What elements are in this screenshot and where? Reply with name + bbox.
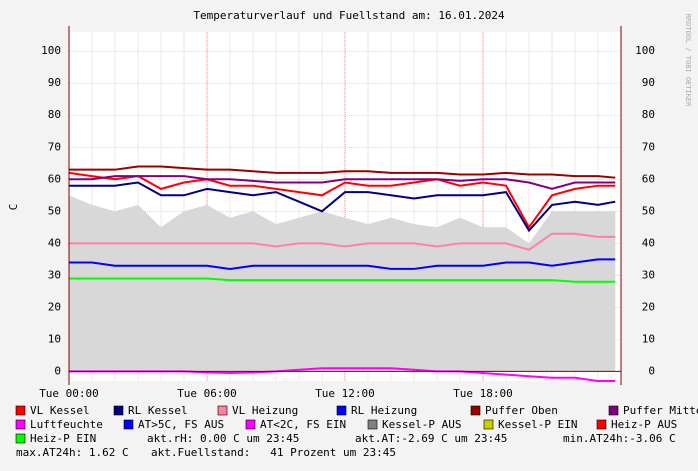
y-tick-label-right: 80 <box>642 108 655 121</box>
y-tick-label: 70 <box>48 140 61 153</box>
legend-swatch <box>245 419 256 430</box>
legend-swatch <box>336 405 347 416</box>
y-tick-label-right: 10 <box>642 332 655 345</box>
y-tick-label-right: 70 <box>642 140 655 153</box>
legend-label: RL Heizung <box>351 404 417 417</box>
line <box>69 277 616 283</box>
legend-note: akt.Fuellstand: 41 Prozent um 23:45 <box>151 446 396 459</box>
y-tick-label: 80 <box>48 108 61 121</box>
y-tick-label: 50 <box>48 204 61 217</box>
legend-swatch <box>608 405 619 416</box>
line <box>69 165 616 179</box>
legend-label: AT<2C, FS EIN <box>260 418 346 431</box>
y-tick-label: 90 <box>48 76 61 89</box>
legend-note: min.AT24h:-3.06 C <box>563 432 676 445</box>
legend-note: max.AT24h: 1.62 C <box>16 446 129 459</box>
watermark: RRDTOOL / TOBI OETIKER <box>684 14 692 108</box>
legend-swatch <box>596 419 607 430</box>
y-tick-label: 10 <box>48 332 61 345</box>
legend-label: AT>5C, FS AUS <box>138 418 224 431</box>
legend-label: Puffer Mitte <box>623 404 698 417</box>
legend-note: akt.rH: 0.00 C um 23:45 <box>147 432 299 445</box>
y-tick-label: 30 <box>48 268 61 281</box>
legend-label: Puffer Oben <box>485 404 558 417</box>
x-tick-label: Tue 18:00 <box>453 387 513 400</box>
legend-note: akt.AT:-2.69 C um 23:45 <box>355 432 507 445</box>
legend-label: Kessel-P AUS <box>382 418 461 431</box>
y-tick-label-right: 0 <box>648 364 655 377</box>
legend-swatch <box>217 405 228 416</box>
line <box>69 258 616 270</box>
y-tick-label-right: 90 <box>642 76 655 89</box>
y-tick-label: 100 <box>41 44 61 57</box>
y-tick-label-right: 40 <box>642 236 655 249</box>
legend-label: Heiz-P AUS <box>611 418 677 431</box>
y-tick-label-right: 60 <box>642 172 655 185</box>
y-tick-label: 40 <box>48 236 61 249</box>
y-axis-label: C <box>7 204 20 211</box>
line <box>69 181 616 233</box>
x-tick-label: Tue 12:00 <box>315 387 375 400</box>
legend-swatch <box>123 419 134 430</box>
chart-title: Temperaturverlauf und Fuellstand am: 16.… <box>193 9 505 22</box>
legend-label: VL Kessel <box>30 404 90 417</box>
legend-label: Heiz-P EIN <box>30 432 96 445</box>
line <box>69 232 616 251</box>
legend-swatch <box>483 419 494 430</box>
area <box>69 195 616 372</box>
legend-label: VL Heizung <box>232 404 298 417</box>
legend-label: Kessel-P EIN <box>498 418 577 431</box>
legend-label: Luftfeuchte <box>30 418 103 431</box>
line <box>69 175 616 190</box>
y-tick-label-right: 50 <box>642 204 655 217</box>
x-tick-label: Tue 00:00 <box>39 387 99 400</box>
line <box>68 171 616 230</box>
y-tick-label-right: 30 <box>642 268 655 281</box>
legend-swatch <box>470 405 481 416</box>
y-tick-label-right: 20 <box>642 300 655 313</box>
y-tick-label-right: 100 <box>635 44 655 57</box>
legend-swatch <box>15 405 26 416</box>
legend-swatch <box>367 419 378 430</box>
legend-swatch <box>15 433 26 444</box>
y-tick-label: 60 <box>48 172 61 185</box>
legend-swatch <box>15 419 26 430</box>
y-tick-label: 0 <box>54 364 61 377</box>
y-tick-label: 20 <box>48 300 61 313</box>
legend-label: RL Kessel <box>128 404 188 417</box>
legend-swatch <box>113 405 124 416</box>
x-tick-label: Tue 06:00 <box>177 387 237 400</box>
